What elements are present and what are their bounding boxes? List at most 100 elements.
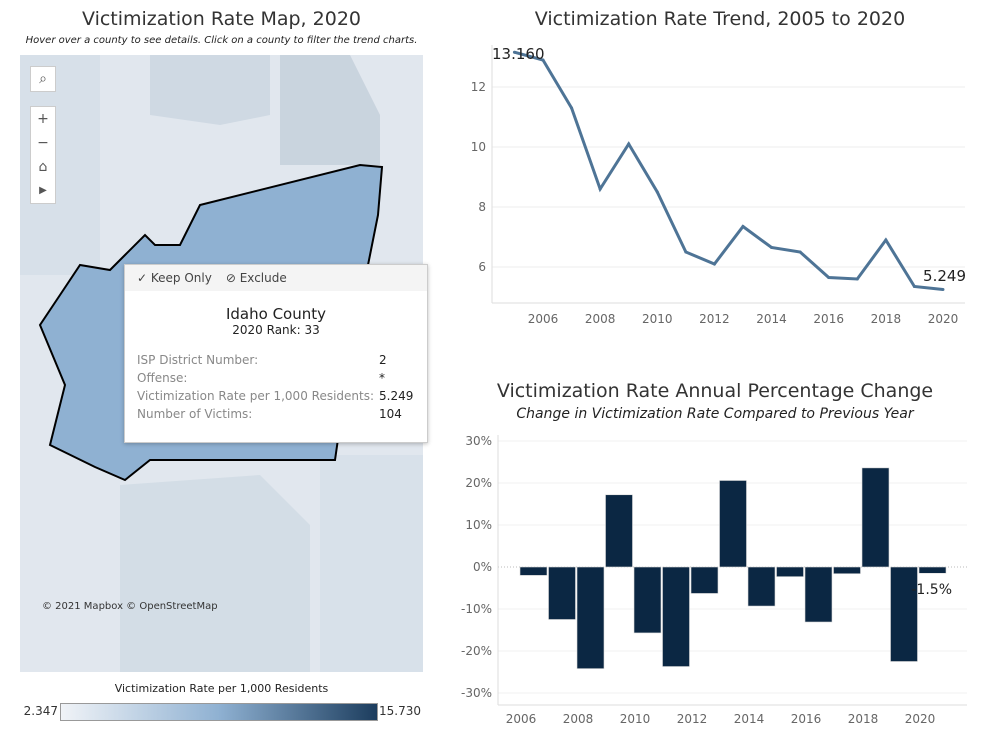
y-tick-label: -10% <box>461 602 492 616</box>
y-tick-label: 30% <box>465 434 492 448</box>
change-bar <box>861 467 890 568</box>
tooltip-row: ISP District Number: 2 <box>125 351 427 369</box>
tooltip-value: 5.249 <box>379 389 414 403</box>
last-change-label: -1.5% <box>911 582 952 598</box>
keep-only-button[interactable]: ✓ Keep Only <box>137 271 212 285</box>
y-tick-label: -20% <box>461 644 492 658</box>
y-tick-label: 8 <box>478 200 486 214</box>
zoom-in-icon[interactable]: + <box>37 111 49 127</box>
x-tick-label: 2014 <box>734 712 765 726</box>
trend-point <box>827 276 831 279</box>
y-tick-label: 6 <box>478 260 486 274</box>
county-shape[interactable] <box>120 475 310 672</box>
x-tick-label: 2008 <box>563 712 594 726</box>
home-icon[interactable]: ⌂ <box>38 159 48 175</box>
x-tick-label: 2010 <box>620 712 651 726</box>
county-shape[interactable] <box>280 55 380 165</box>
trend-point <box>712 262 716 266</box>
change-bar <box>804 566 833 623</box>
change-bar <box>576 566 605 669</box>
map-subtitle: Hover over a county to see details. Clic… <box>25 35 418 46</box>
trend-point <box>627 142 631 146</box>
trend-point <box>570 106 574 110</box>
map-controls: + − ⌂ ▶ <box>30 106 56 204</box>
county-shape[interactable] <box>320 455 423 672</box>
trend-point <box>884 238 888 242</box>
trend-point <box>941 288 945 292</box>
tooltip-row: Offense: * <box>125 369 427 387</box>
change-bar <box>890 566 918 662</box>
trend-line <box>514 50 944 292</box>
y-tick-label: 10% <box>465 518 492 532</box>
trend-point <box>684 250 688 254</box>
county-shape[interactable] <box>150 55 270 125</box>
check-icon: ✓ <box>137 271 151 285</box>
x-tick-label: 2006 <box>528 312 559 326</box>
tooltip-value: 2 <box>379 353 387 367</box>
exclude-label: Exclude <box>239 271 287 285</box>
trend-point <box>741 225 745 228</box>
trend-point <box>512 50 516 54</box>
change-bar <box>548 566 576 620</box>
change-bar <box>662 566 690 667</box>
trend-title: Victimization Rate Trend, 2005 to 2020 <box>534 8 906 30</box>
x-tick-label: 2018 <box>848 712 879 726</box>
map-title: Victimization Rate Map, 2020 <box>81 8 361 30</box>
change-bar <box>690 566 719 594</box>
county-tooltip: ✓ Keep Only ⊘ Exclude Idaho County 2020 … <box>124 264 428 443</box>
change-bar <box>833 566 861 575</box>
x-tick-label: 2006 <box>506 712 537 726</box>
legend-title: Victimization Rate per 1,000 Residents <box>114 682 329 695</box>
trend-point <box>855 277 859 281</box>
change-bar <box>776 566 804 577</box>
tooltip-key: ISP District Number: <box>137 353 259 367</box>
x-tick-label: 2016 <box>813 312 844 326</box>
exclude-button[interactable]: ⊘ Exclude <box>226 271 287 285</box>
tooltip-county: Idaho County <box>225 305 326 323</box>
trend-point <box>770 246 774 249</box>
tooltip-key: Offense: <box>137 371 188 385</box>
tooltip-value: 104 <box>379 407 402 421</box>
x-tick-label: 2010 <box>642 312 673 326</box>
tooltip-row: Number of Victims: 104 <box>125 405 427 423</box>
change-bar <box>519 566 548 576</box>
change-bar <box>605 494 633 568</box>
x-tick-label: 2014 <box>756 312 787 326</box>
search-button[interactable]: ⌕ <box>30 66 56 92</box>
change-title: Victimization Rate Annual Percentage Cha… <box>496 380 934 402</box>
last-value-label: 5.249 <box>923 267 966 285</box>
x-tick-label: 2016 <box>791 712 822 726</box>
tooltip-key: Number of Victims: <box>137 407 253 421</box>
legend-max: 15.730 <box>379 704 421 718</box>
change-bar <box>719 480 747 568</box>
tooltip-rank: 2020 Rank: 33 <box>232 323 320 337</box>
change-subtitle: Change in Victimization Rate Compared to… <box>516 406 914 422</box>
trend-point <box>541 58 545 62</box>
x-tick-label: 2018 <box>871 312 902 326</box>
x-tick-label: 2012 <box>699 312 730 326</box>
y-tick-label: -30% <box>461 686 492 700</box>
legend-min: 2.347 <box>23 704 58 718</box>
y-tick-label: 20% <box>465 476 492 490</box>
tooltip-row: Victimization Rate per 1,000 Residents: 5… <box>125 387 427 405</box>
zoom-out-icon[interactable]: − <box>37 135 49 151</box>
x-tick-label: 2012 <box>677 712 708 726</box>
search-icon[interactable]: ⌕ <box>39 71 47 87</box>
legend-gradient <box>60 703 378 721</box>
tooltip-key: Victimization Rate per 1,000 Residents: <box>137 389 375 403</box>
map-attribution[interactable]: © 2021 Mapbox © OpenStreetMap <box>42 601 218 612</box>
trend-point <box>598 187 602 191</box>
play-icon[interactable]: ▶ <box>39 185 47 196</box>
change-bar <box>633 566 662 634</box>
exclude-icon: ⊘ <box>225 271 240 285</box>
change-bar <box>747 566 776 607</box>
trend-point <box>912 285 916 288</box>
change-bar <box>918 566 947 574</box>
keep-only-label: Keep Only <box>150 271 212 285</box>
x-tick-label: 2020 <box>928 312 959 326</box>
first-value-label: 13.160 <box>492 45 545 63</box>
y-tick-label: 0% <box>473 560 492 574</box>
x-tick-label: 2020 <box>905 712 936 726</box>
trend-point <box>798 250 802 254</box>
